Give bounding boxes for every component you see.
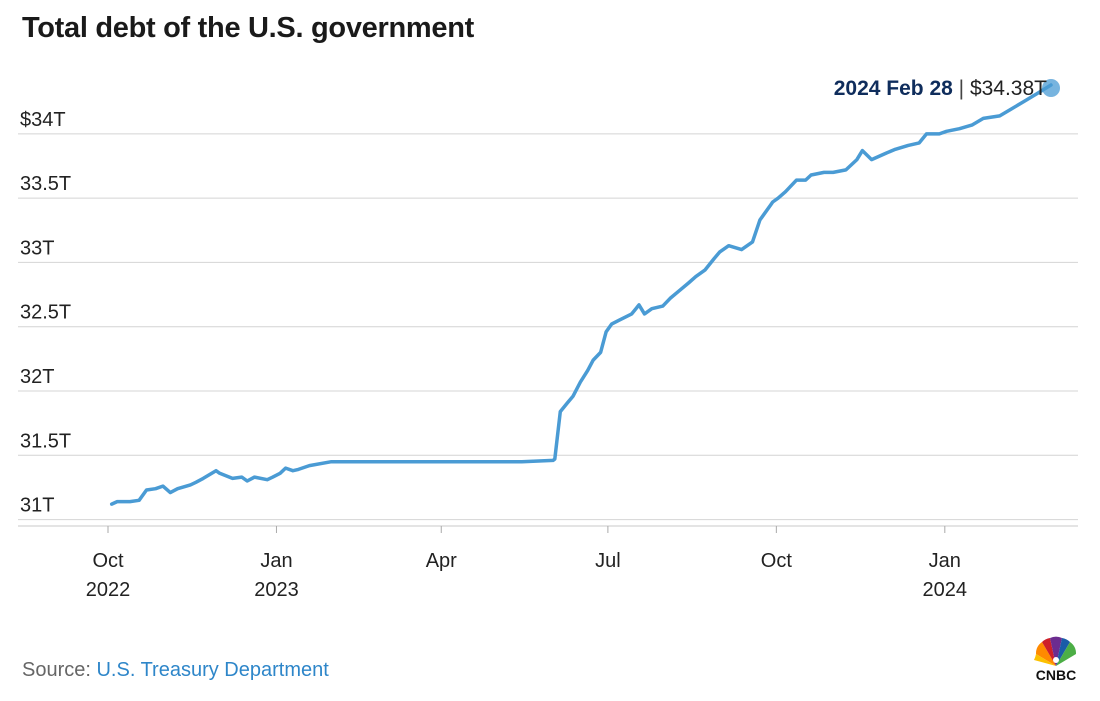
x-tick-label: Jan [260, 550, 292, 572]
x-tick-label: Jan [929, 550, 961, 572]
debt-series-line [109, 83, 1053, 506]
x-tick-label: Oct [761, 550, 793, 572]
y-tick-label: 32.5T [20, 302, 71, 324]
series [109, 83, 1053, 506]
x-axis: Oct 2022 Jan 2023 Apr Jul Oct Jan 2024 [18, 525, 1078, 601]
y-tick-label: 31T [20, 495, 54, 517]
x-tick-year-label: 2024 [923, 579, 968, 601]
source-note: Source: U.S. Treasury Department [22, 659, 329, 682]
y-tick-label: 33.5T [20, 173, 71, 195]
x-tick-year-label: 2023 [254, 579, 299, 601]
callout-date: 2024 Feb 28 [834, 77, 953, 100]
x-tick-label: Jul [595, 550, 621, 572]
x-tick-label: Oct [92, 550, 124, 572]
callout-separator: | [953, 77, 970, 100]
latest-point-marker [1042, 79, 1061, 97]
y-tick-label: $34T [20, 109, 66, 131]
grid-lines [18, 133, 1078, 521]
latest-value-callout: 2024 Feb 28 | $34.38T [834, 77, 1061, 100]
line-chart: 31T 31.5T 32T 32.5T 33T 33.5T $34T Oct 2022 Jan 2… [18, 77, 1078, 601]
source-link[interactable]: U.S. Treasury Department [96, 659, 329, 681]
logo-text: CNBC [1035, 667, 1077, 683]
cnbc-logo: CNBC [1026, 634, 1086, 684]
y-tick-label: 32T [20, 366, 54, 388]
chart-title: Total debt of the U.S. government [22, 12, 474, 44]
source-prefix: Source: [22, 659, 97, 681]
y-tick-label: 31.5T [20, 430, 71, 452]
x-tick-year-label: 2022 [86, 579, 131, 601]
x-tick-label: Apr [426, 550, 457, 572]
y-tick-label: 33T [20, 237, 54, 259]
latest-value-label: 2024 Feb 28 | $34.38T [834, 77, 1047, 100]
y-axis-tick-labels: 31T 31.5T 32T 32.5T 33T 33.5T $34T [20, 109, 71, 517]
peacock-icon [1034, 636, 1077, 666]
callout-value: $34.38T [970, 77, 1047, 100]
